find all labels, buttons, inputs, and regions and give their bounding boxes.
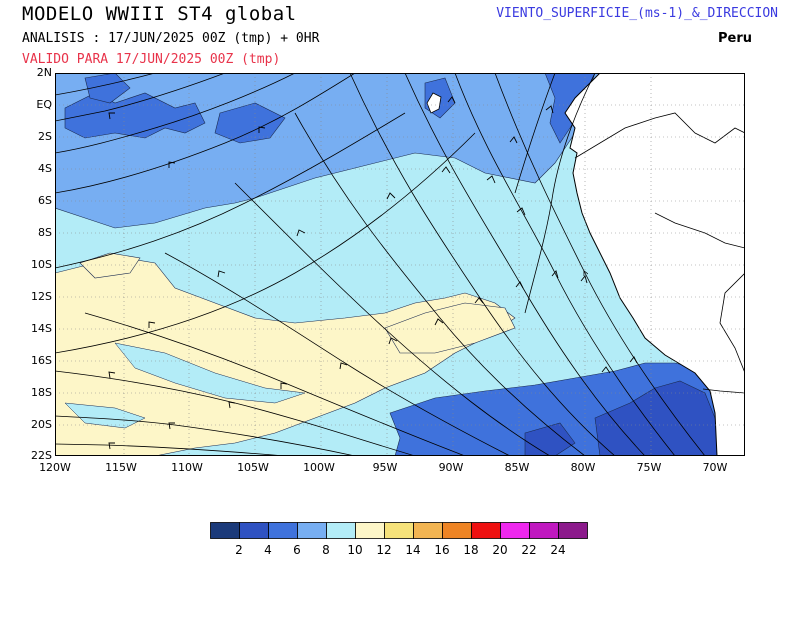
legend-label: 12	[376, 543, 392, 557]
legend-swatch	[558, 522, 588, 539]
legend-label: 22	[521, 543, 537, 557]
legend-swatch	[297, 522, 327, 539]
lat-label-20s: 20S	[31, 418, 52, 431]
lon-label-115w: 115W	[105, 461, 137, 474]
legend-swatch	[384, 522, 414, 539]
country-name: Peru	[717, 31, 752, 46]
lat-label-14s: 14S	[31, 322, 52, 335]
lat-label-18s: 18S	[31, 386, 52, 399]
lon-label-70w: 70W	[702, 461, 728, 474]
legend-swatch	[210, 522, 240, 539]
wind-zone-10-cut-b	[64, 402, 146, 429]
lon-label-100w: 100W	[303, 461, 335, 474]
lat-label-4s: 4S	[38, 162, 52, 175]
legend-swatch	[500, 522, 530, 539]
wind-zone-6-north-b	[214, 102, 286, 144]
legend-swatch	[413, 522, 443, 539]
legend-swatch	[355, 522, 385, 539]
lat-label-22s: 22S	[31, 449, 52, 462]
lat-label-12s: 12S	[31, 290, 52, 303]
wind-zone-12-island	[79, 252, 141, 279]
legend-label: 24	[550, 543, 566, 557]
legend-label: 20	[492, 543, 508, 557]
lon-label-105w: 105W	[237, 461, 269, 474]
legend-label: 8	[322, 543, 330, 557]
wind-arrows	[108, 96, 638, 450]
legend-swatch	[326, 522, 356, 539]
lat-label-10s: 10S	[31, 258, 52, 271]
variable-name: VIENTO_SUPERFICIE_(ms-1)_&_DIRECCION	[496, 6, 778, 21]
legend-label: 16	[434, 543, 450, 557]
legend-swatch	[529, 522, 559, 539]
lon-label-85w: 85W	[504, 461, 530, 474]
galapagos-islands	[426, 92, 442, 114]
border-peru-bolivia	[719, 272, 745, 374]
color-legend	[210, 522, 588, 539]
legend-label: 14	[405, 543, 421, 557]
map-border	[55, 73, 745, 456]
legend-label: 2	[235, 543, 243, 557]
lon-label-90w: 90W	[438, 461, 464, 474]
legend-swatch	[268, 522, 298, 539]
legend-label: 10	[347, 543, 363, 557]
lat-label-6s: 6S	[38, 194, 52, 207]
border-peru-brazil	[654, 212, 745, 249]
lat-label-2n: 2N	[36, 66, 52, 79]
wind-streamlines	[55, 73, 706, 456]
wind-zone-6-north	[64, 92, 206, 139]
lat-label-2s: 2S	[38, 130, 52, 143]
legend-label: 18	[463, 543, 479, 557]
lat-label-16s: 16S	[31, 354, 52, 367]
legend-label: 6	[293, 543, 301, 557]
map-canvas	[55, 73, 745, 456]
lon-label-95w: 95W	[372, 461, 398, 474]
wind-zone-10-cut	[114, 342, 306, 404]
product-title: MODELO WWIII ST4 global	[22, 3, 297, 25]
wind-zone-12	[55, 257, 516, 456]
legend-swatch	[471, 522, 501, 539]
wind-map	[55, 73, 745, 456]
border-ecuador-peru	[574, 112, 745, 159]
valid-time: VALIDO PARA 17/JUN/2025 00Z (tmp)	[22, 52, 281, 67]
border-peru-chile	[702, 388, 745, 394]
lon-label-75w: 75W	[636, 461, 662, 474]
lat-label-8s: 8S	[38, 226, 52, 239]
lat-label-eq: EQ	[36, 98, 52, 111]
wind-zone-4	[594, 380, 718, 456]
wind-zone-4-b	[524, 422, 576, 456]
lon-label-110w: 110W	[171, 461, 203, 474]
legend-swatch	[442, 522, 472, 539]
legend-swatch	[239, 522, 269, 539]
legend-label: 4	[264, 543, 272, 557]
analysis-time: ANALISIS : 17/JUN/2025 00Z (tmp) + 0HR	[22, 31, 320, 46]
lon-label-80w: 80W	[570, 461, 596, 474]
lon-label-120w: 120W	[39, 461, 71, 474]
